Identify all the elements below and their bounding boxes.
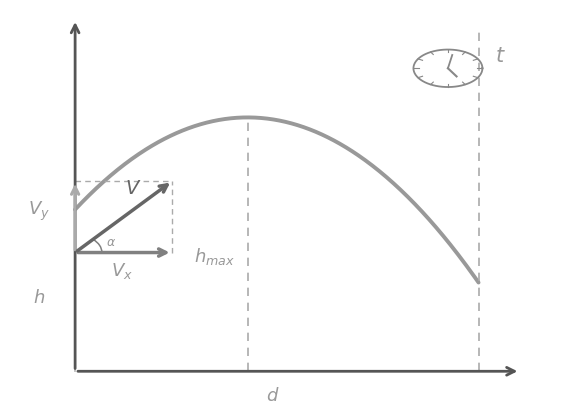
Text: $d$: $d$: [266, 387, 279, 405]
Text: $h_{max}$: $h_{max}$: [194, 246, 235, 267]
Text: $h$: $h$: [33, 288, 45, 307]
Text: $V$: $V$: [125, 180, 142, 198]
Text: $V_y$: $V_y$: [28, 200, 50, 223]
Text: $t$: $t$: [495, 46, 506, 66]
Text: $V_x$: $V_x$: [111, 261, 133, 281]
Text: $\alpha$: $\alpha$: [106, 236, 116, 249]
